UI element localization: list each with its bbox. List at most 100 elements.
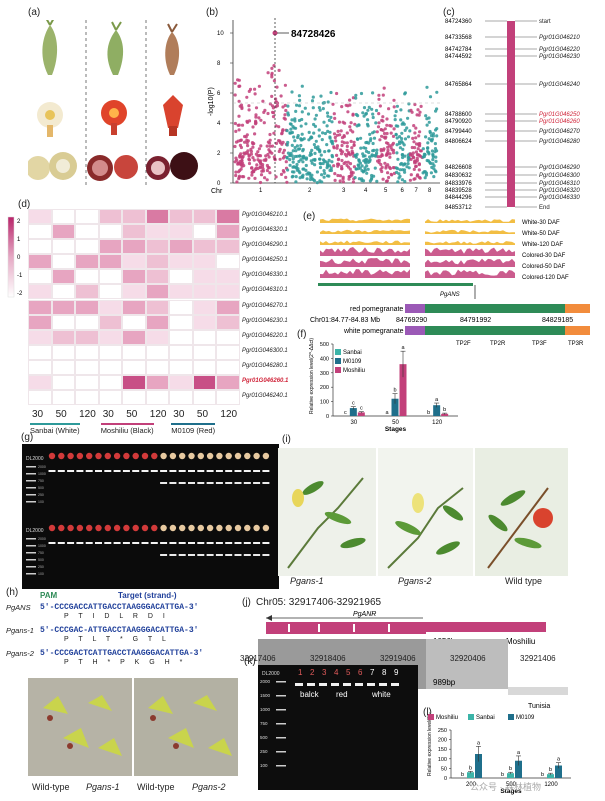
- sequence-rows: PgANS 5'-CCCGACCATTGACCTAAGGGACATTGA-3' P …: [6, 603, 246, 673]
- gel-band: [160, 542, 168, 544]
- heatmap-scale-tick: -2: [17, 291, 23, 297]
- snp-point: [291, 160, 295, 164]
- snp-point: [399, 162, 403, 166]
- snp-point: [406, 162, 410, 166]
- snp-point: [243, 140, 247, 144]
- snp-point: [310, 161, 314, 165]
- gel-band: [206, 554, 214, 556]
- heatmap-cell: [98, 239, 123, 255]
- snp-point: [427, 152, 431, 156]
- snp-point: [384, 141, 389, 145]
- snp-point: [233, 121, 237, 126]
- heatmap-stage: 120: [79, 409, 96, 420]
- snp-point: [345, 131, 349, 135]
- gelk-marker: DL2000: [262, 671, 280, 677]
- gel-band: [76, 470, 84, 472]
- snp-point: [384, 135, 388, 139]
- pos2-label: 84791992: [460, 317, 491, 324]
- fruit-thumb: [234, 452, 242, 460]
- snp-point: [426, 146, 430, 150]
- snp-point: [338, 174, 342, 178]
- heatmap-cell: [145, 284, 170, 300]
- snp-point: [240, 123, 245, 127]
- snp-point: [313, 117, 317, 121]
- heatmap-stage: 30: [173, 409, 185, 420]
- snp-point: [431, 134, 435, 138]
- snp-point: [341, 175, 345, 179]
- snp-point: [387, 107, 391, 111]
- snp-point: [337, 120, 342, 124]
- snp-point: [386, 148, 390, 152]
- coverage-track: [320, 218, 515, 223]
- anr-gene-label: PgANR: [353, 611, 376, 618]
- heatmap-cell: [98, 284, 123, 300]
- snp-point: [259, 144, 263, 148]
- gel-band: [76, 542, 84, 544]
- gel-band: [262, 542, 270, 544]
- bar: [475, 754, 482, 778]
- snp-point: [332, 164, 336, 168]
- legend-label: Moshiliu: [436, 715, 458, 721]
- snp-point: [238, 143, 242, 147]
- plant-pgans2: [387, 487, 464, 569]
- snp-point: [302, 156, 306, 160]
- snp-point: [262, 121, 266, 125]
- snp-point: [428, 161, 433, 165]
- snp-point: [418, 110, 422, 114]
- snp-point: [379, 128, 383, 132]
- gel-band: [262, 482, 270, 484]
- snp-point: [335, 146, 339, 150]
- snp-point: [340, 105, 344, 109]
- bar: [399, 364, 407, 416]
- heatmap-group: Sanbai (White): [30, 423, 80, 435]
- snp-point: [370, 107, 374, 111]
- heatmap-cell: [192, 374, 217, 390]
- gel-band: [225, 482, 233, 484]
- heatmap-cell: [145, 389, 170, 405]
- snp-point: [412, 177, 416, 181]
- snp-point: [418, 130, 422, 134]
- snp-point: [365, 164, 369, 168]
- snp-point: [317, 134, 321, 138]
- gel-band: [169, 482, 177, 484]
- snp-point: [280, 142, 284, 146]
- snp-point: [268, 138, 272, 142]
- snp-point: [325, 124, 329, 128]
- snp-point: [242, 151, 246, 155]
- manhattan-ytick: 0: [217, 181, 221, 187]
- snp-point: [364, 149, 369, 153]
- snp-point: [247, 119, 252, 123]
- coverage-track: [320, 269, 515, 278]
- fruit-thumb: [113, 452, 121, 460]
- snp-point: [345, 148, 349, 152]
- fruit-thumb: [67, 452, 74, 460]
- heatmap-cell: [75, 299, 99, 315]
- snp-point: [257, 153, 261, 158]
- snp-point: [288, 163, 292, 167]
- plant-label-2: Pgans-2: [398, 576, 432, 586]
- snp-point: [281, 156, 285, 160]
- snp-point: [321, 161, 325, 166]
- chr-tick: 1: [259, 188, 263, 194]
- snp-point: [237, 114, 241, 118]
- heatmap-cell: [216, 239, 240, 255]
- snp-point: [266, 71, 270, 75]
- snp-point: [348, 125, 352, 129]
- seq-string: 5'-CCCGACCATTGACCTAAGGGACATTGA-3': [40, 603, 199, 612]
- snp-point: [307, 172, 311, 176]
- snp-point: [361, 152, 365, 156]
- gel-band-label: 2000: [38, 537, 46, 541]
- bar-xtick: 120: [432, 420, 443, 426]
- bar-ytick: 200: [320, 385, 329, 391]
- snp-point: [382, 131, 387, 136]
- heatmap-cell: [28, 389, 52, 405]
- snp-point: [295, 162, 299, 167]
- snp-point: [298, 154, 302, 158]
- manhattan-ytick: 10: [217, 31, 224, 37]
- snp-point: [428, 95, 433, 99]
- bar: [357, 412, 365, 416]
- snp-point: [384, 164, 388, 168]
- heatmap-cell: [98, 299, 123, 315]
- fruit-thumb: [244, 452, 251, 460]
- heatmap-cell: [216, 209, 240, 225]
